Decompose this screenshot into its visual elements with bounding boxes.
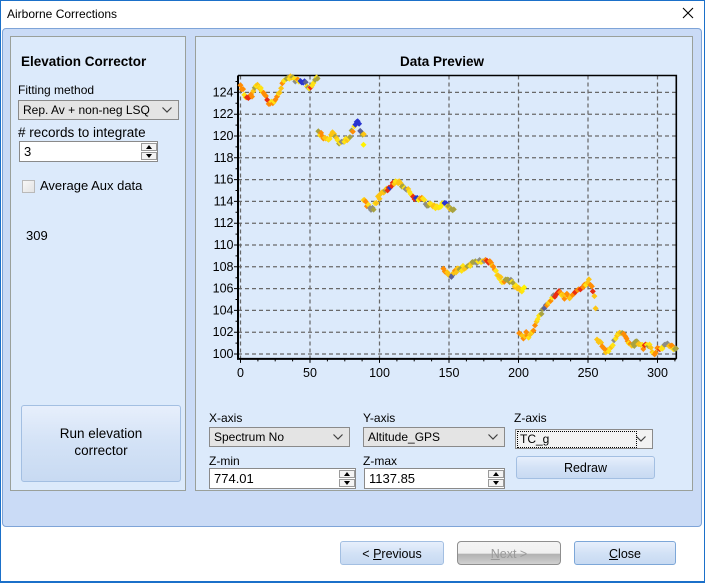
- svg-text:112: 112: [214, 216, 234, 230]
- svg-text:100: 100: [369, 366, 390, 380]
- svg-text:250: 250: [578, 366, 599, 380]
- svg-text:104: 104: [213, 303, 234, 317]
- svg-text:102: 102: [213, 325, 234, 339]
- svg-text:0: 0: [237, 366, 244, 380]
- svg-text:110: 110: [214, 238, 234, 252]
- svg-text:200: 200: [508, 366, 529, 380]
- svg-text:150: 150: [439, 366, 460, 380]
- svg-text:118: 118: [214, 151, 234, 165]
- svg-text:122: 122: [213, 107, 234, 121]
- svg-text:120: 120: [213, 129, 234, 143]
- svg-text:124: 124: [213, 85, 234, 99]
- svg-text:300: 300: [647, 366, 668, 380]
- svg-text:108: 108: [213, 260, 234, 274]
- svg-text:114: 114: [214, 194, 234, 208]
- svg-text:50: 50: [303, 366, 317, 380]
- svg-text:100: 100: [213, 347, 234, 361]
- svg-text:116: 116: [214, 173, 234, 187]
- svg-text:106: 106: [213, 282, 234, 296]
